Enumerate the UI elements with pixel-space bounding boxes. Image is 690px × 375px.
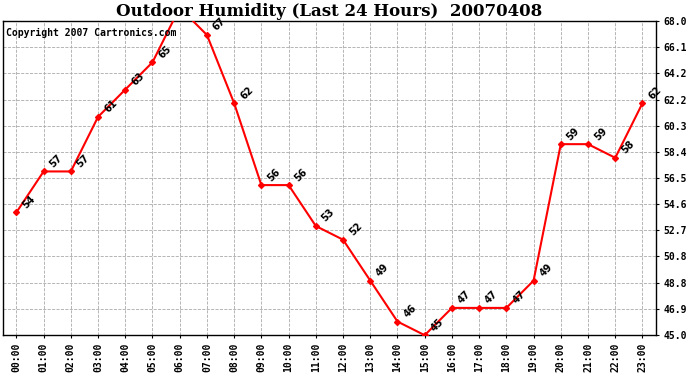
Text: 56: 56 (266, 166, 282, 183)
Text: 57: 57 (75, 153, 92, 169)
Text: 52: 52 (347, 221, 364, 237)
Text: 53: 53 (320, 207, 337, 224)
Text: Copyright 2007 Cartronics.com: Copyright 2007 Cartronics.com (6, 28, 177, 38)
Text: 47: 47 (456, 289, 473, 306)
Text: 69: 69 (0, 374, 1, 375)
Text: 61: 61 (102, 98, 119, 115)
Text: 62: 62 (238, 84, 255, 101)
Text: 62: 62 (647, 84, 663, 101)
Text: 47: 47 (483, 289, 500, 306)
Text: 46: 46 (402, 303, 418, 320)
Text: 49: 49 (375, 262, 391, 279)
Title: Outdoor Humidity (Last 24 Hours)  20070408: Outdoor Humidity (Last 24 Hours) 2007040… (117, 3, 542, 20)
Text: 49: 49 (538, 262, 554, 279)
Text: 67: 67 (211, 16, 228, 33)
Text: 57: 57 (48, 153, 64, 169)
Text: 65: 65 (157, 44, 173, 60)
Text: 59: 59 (592, 125, 609, 142)
Text: 56: 56 (293, 166, 309, 183)
Text: 63: 63 (130, 71, 146, 87)
Text: 59: 59 (565, 125, 582, 142)
Text: 47: 47 (511, 289, 527, 306)
Text: 54: 54 (21, 194, 37, 210)
Text: 45: 45 (429, 316, 446, 333)
Text: 58: 58 (620, 139, 636, 156)
